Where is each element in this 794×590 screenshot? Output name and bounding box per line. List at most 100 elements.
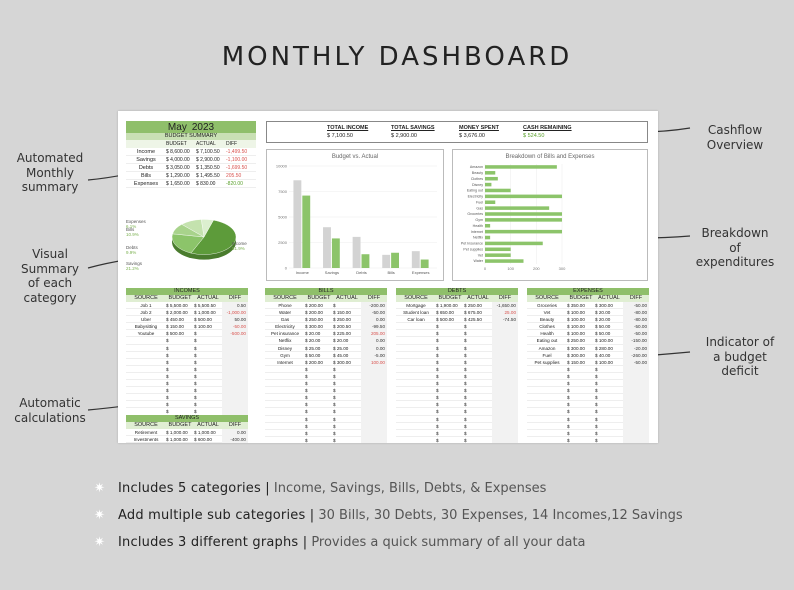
table-cell[interactable] (492, 351, 518, 359)
table-row[interactable]: Water $ 200.00 $ 150.00 -50.00 (265, 309, 387, 317)
table-cell[interactable]: $ (436, 437, 439, 443)
table-cell[interactable] (396, 423, 436, 430)
table-row[interactable]: Netflix $ 20.00 $ 20.00 0.00 (265, 337, 387, 345)
table-cell[interactable] (361, 429, 387, 437)
table-cell[interactable]: $ (595, 373, 598, 379)
table-cell[interactable]: $ (436, 402, 439, 408)
table-row[interactable]: Internet $ 200.00 $ 300.00 100.00 (265, 358, 387, 366)
table-cell[interactable]: $ (567, 437, 570, 443)
table-row[interactable]: $ $ (265, 429, 387, 437)
table-cell[interactable]: $ (333, 303, 336, 308)
table-cell[interactable] (623, 408, 649, 416)
table-row[interactable]: $ $ (265, 380, 387, 388)
table-cell[interactable]: $ (595, 402, 598, 408)
table-cell[interactable]: $ 100.00 (567, 324, 585, 330)
table-cell[interactable] (265, 416, 305, 423)
table-cell[interactable]: -150.00 (623, 337, 649, 345)
table-cell[interactable]: $ (595, 409, 598, 415)
table-cell[interactable] (265, 437, 305, 443)
table-cell[interactable]: Gym (280, 352, 290, 358)
table-cell[interactable] (361, 422, 387, 430)
table-row[interactable]: $ $ (396, 365, 518, 373)
table-cell[interactable] (492, 415, 518, 423)
table-cell[interactable]: Babysitting (134, 324, 158, 330)
table-cell[interactable]: $ (436, 381, 439, 387)
table-row[interactable]: $ $ (126, 337, 248, 345)
table-cell[interactable]: $ 100.00 (567, 317, 585, 323)
table-cell[interactable]: $ (464, 430, 467, 436)
table-cell[interactable]: $ (436, 388, 439, 394)
table-cell[interactable]: $ (333, 402, 336, 408)
table-row[interactable]: Job 1 $ 5,500.00 $ 5,500.50 0.50 (126, 302, 248, 310)
table-row[interactable]: Babysitting $ 150.00 $ 100.00 -50.00 (126, 323, 248, 331)
table-cell[interactable]: $ 300.00 (567, 352, 585, 358)
table-cell[interactable] (396, 352, 436, 359)
table-cell[interactable]: $ (194, 388, 197, 394)
table-cell[interactable]: $ (464, 366, 467, 372)
table-cell[interactable] (623, 429, 649, 437)
table-cell[interactable]: $ 20.00 (333, 338, 349, 344)
table-cell[interactable] (623, 380, 649, 388)
table-row[interactable]: Gas $ 250.00 $ 250.00 0.00 (265, 316, 387, 324)
table-row[interactable]: $ $ (396, 401, 518, 409)
table-cell[interactable]: $ 200.00 (305, 310, 323, 316)
table-cell[interactable]: $ (595, 437, 598, 443)
table-cell[interactable]: $ 425.50 (464, 317, 482, 323)
table-cell[interactable] (492, 344, 518, 352)
table-cell[interactable] (527, 437, 567, 443)
table-cell[interactable]: $ (464, 402, 467, 408)
table-cell[interactable]: $ 40.00 (595, 352, 611, 358)
table-cell[interactable]: $ (567, 409, 570, 415)
table-cell[interactable]: $ (194, 338, 197, 344)
table-cell[interactable]: $ 150.00 (166, 324, 184, 330)
table-row[interactable]: $ $ (126, 387, 248, 395)
table-cell[interactable]: 0.50 (222, 302, 248, 310)
table-cell[interactable] (361, 408, 387, 416)
table-cell[interactable] (396, 380, 436, 387)
table-cell[interactable] (396, 408, 436, 415)
table-cell[interactable] (527, 423, 567, 430)
table-cell[interactable]: $ (595, 416, 598, 422)
table-cell[interactable]: $ 280.00 (595, 345, 613, 351)
table-cell[interactable]: $ (166, 381, 169, 387)
table-cell[interactable] (623, 387, 649, 395)
table-row[interactable]: Phone $ 200.00 $ -200.00 (265, 302, 387, 310)
table-cell[interactable]: 25.00 (492, 309, 518, 317)
table-cell[interactable]: $ 450.00 (166, 317, 184, 323)
table-cell[interactable]: $ (305, 366, 308, 372)
table-cell[interactable]: Phone (278, 303, 292, 308)
table-row[interactable]: $ $ (126, 380, 248, 388)
table-cell[interactable]: $ 250.00 (333, 317, 351, 323)
table-cell[interactable]: -260.00 (623, 351, 649, 359)
table-cell[interactable] (492, 401, 518, 409)
table-cell[interactable]: $ (305, 430, 308, 436)
table-cell[interactable]: $ 100.00 (595, 359, 613, 365)
table-cell[interactable]: $ 675.00 (464, 310, 482, 316)
table-cell[interactable]: $ (464, 324, 467, 330)
table-cell[interactable]: -50.00 (623, 302, 649, 310)
table-cell[interactable] (396, 359, 436, 366)
table-cell[interactable] (527, 408, 567, 415)
table-cell[interactable] (396, 387, 436, 394)
table-cell[interactable]: $ (305, 416, 308, 422)
table-cell[interactable] (492, 429, 518, 437)
table-cell[interactable] (527, 430, 567, 437)
table-row[interactable]: $ $ (527, 387, 649, 395)
table-cell[interactable] (265, 366, 305, 373)
table-cell[interactable]: $ (194, 402, 197, 408)
table-cell[interactable]: $ (567, 402, 570, 408)
table-row[interactable]: $ $ (265, 401, 387, 409)
table-cell[interactable]: $ (194, 409, 197, 415)
table-cell[interactable] (361, 372, 387, 381)
table-row[interactable]: $ $ (396, 408, 518, 416)
table-cell[interactable]: $ (436, 331, 439, 337)
table-row[interactable]: Mortgage $ 1,900.00 $ 250.00 -1,650.00 (396, 302, 518, 310)
table-cell[interactable] (222, 344, 248, 352)
table-cell[interactable] (623, 436, 649, 443)
table-row[interactable]: $ $ (265, 394, 387, 402)
table-cell[interactable]: $ (333, 388, 336, 394)
table-cell[interactable]: $ 100.00 (567, 310, 585, 316)
table-cell[interactable]: $ (333, 423, 336, 429)
table-cell[interactable]: -74.50 (492, 316, 518, 324)
table-cell[interactable] (527, 373, 567, 380)
